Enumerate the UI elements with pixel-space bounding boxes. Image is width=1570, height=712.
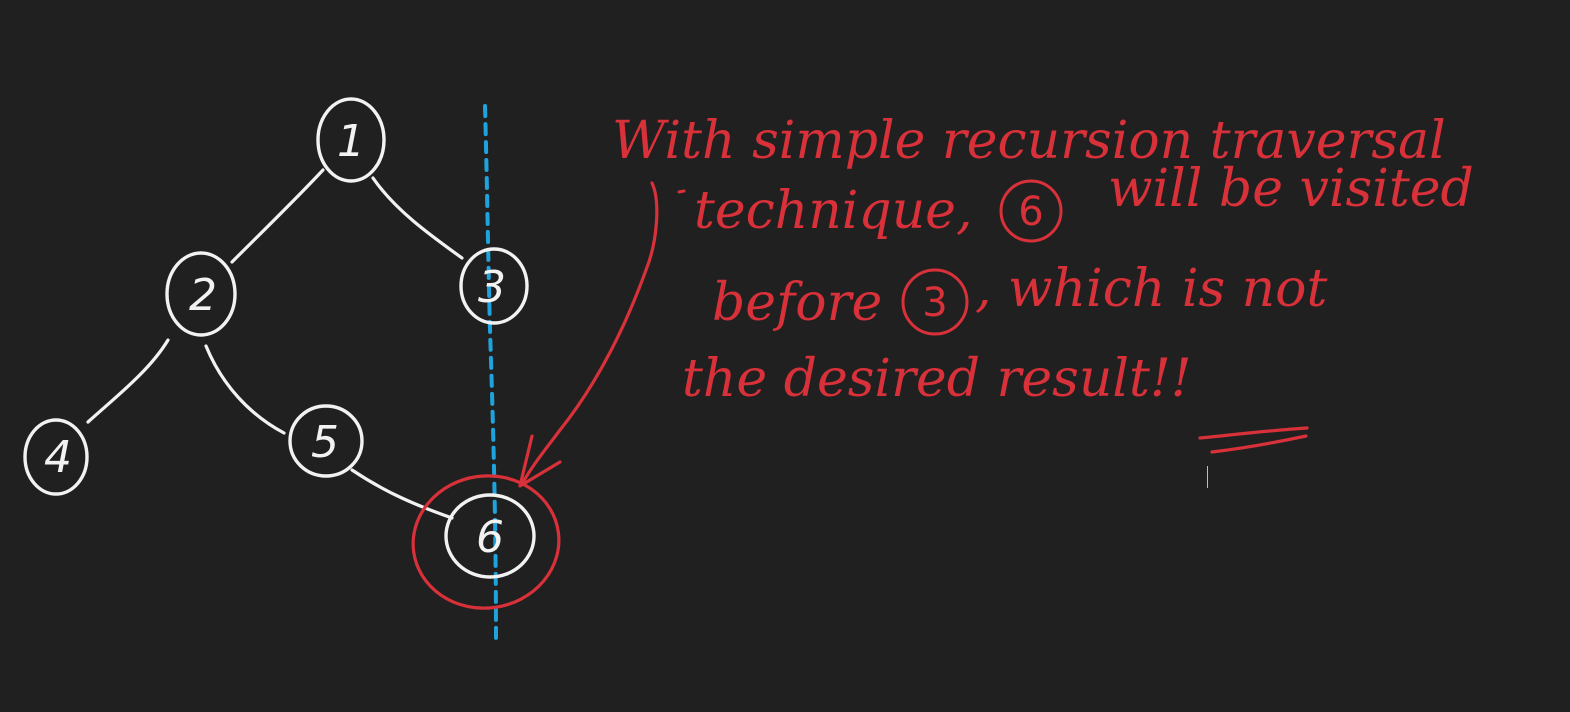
highlight-circle (411, 474, 561, 610)
tree-node-6: 6 (444, 493, 536, 579)
node-label-3: 3 (478, 262, 506, 313)
tree-edges (86, 168, 464, 520)
dash-mark (677, 189, 686, 194)
tree-node-5: 5 (288, 404, 364, 478)
note-circled-3: 3 (922, 280, 947, 326)
annotation-arrow (520, 181, 659, 486)
edge-1-2 (230, 168, 325, 264)
edge-2-4 (86, 338, 170, 424)
edge-1-3 (371, 176, 464, 260)
node-label-5: 5 (311, 417, 339, 468)
edge-2-5 (204, 344, 286, 435)
node-label-4: 4 (44, 432, 72, 483)
node-label-2: 2 (189, 270, 217, 321)
note-line-2-suffix: will be visited (1108, 159, 1474, 219)
edge-5-6 (350, 468, 454, 520)
node-label-1: 1 (337, 116, 365, 167)
node-label-6: 6 (476, 512, 504, 563)
arrowhead (518, 434, 562, 488)
text-cursor (1207, 466, 1208, 488)
note-line-4: the desired result!! (682, 349, 1192, 409)
note-line-2-prefix: technique, (694, 181, 972, 241)
circled-number-6 (999, 179, 1063, 243)
tree-node-4: 4 (23, 418, 89, 496)
note-line-3-suffix: , which is not (975, 259, 1327, 319)
note-circled-6: 6 (1018, 189, 1043, 235)
tree-node-3: 3 (459, 247, 529, 325)
underline-mark (1198, 426, 1309, 454)
tree-node-2: 2 (165, 251, 237, 337)
note-line-3-prefix: before (712, 273, 882, 333)
tree-node-1: 1 (316, 97, 386, 183)
note-line-1: With simple recursion traversal (612, 111, 1446, 171)
circled-number-3 (901, 268, 969, 336)
vertical-guide-line (483, 104, 498, 642)
annotation-note: With simple recursion traversal techniqu… (612, 111, 1474, 454)
